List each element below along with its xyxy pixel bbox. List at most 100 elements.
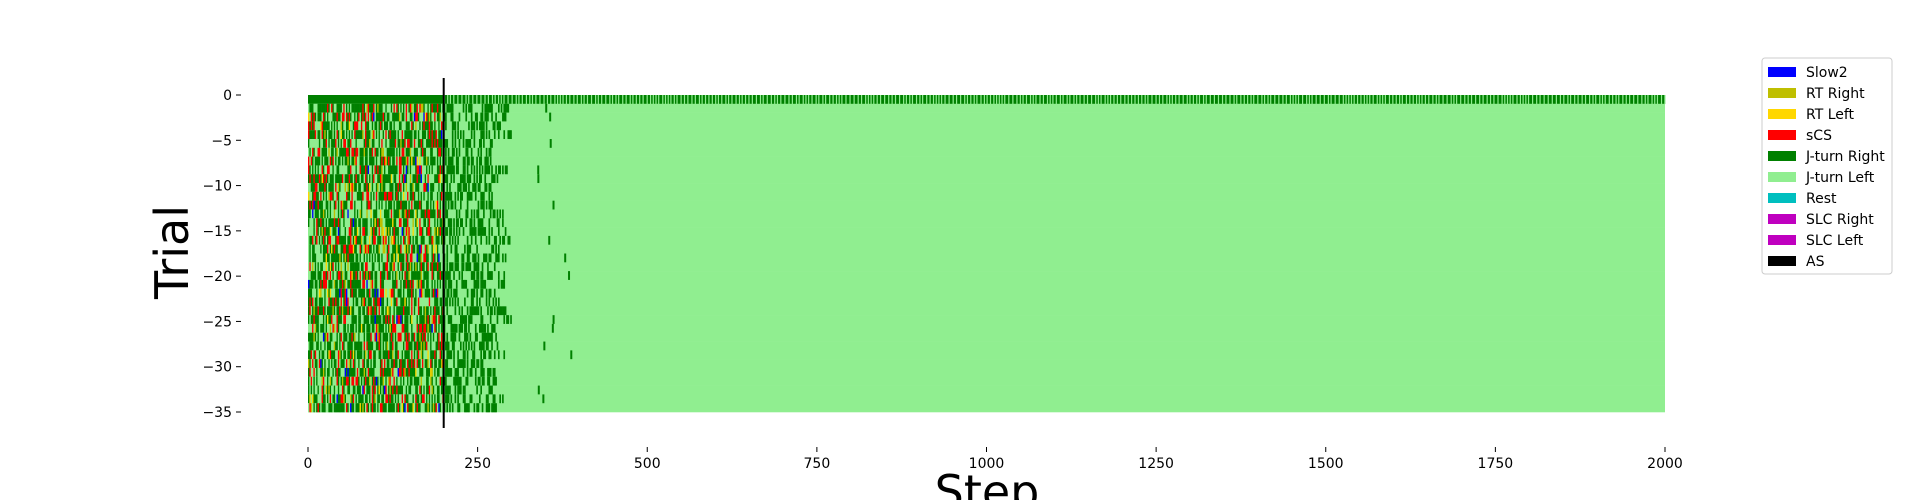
heatmap-cell xyxy=(359,183,362,193)
heatmap-cell xyxy=(404,279,407,290)
heatmap-cell xyxy=(438,174,440,184)
heatmap-cell xyxy=(421,209,424,219)
heatmap-cell xyxy=(362,341,364,351)
heatmap-cell xyxy=(440,359,443,369)
heatmap-cell xyxy=(402,359,405,369)
heatmap-cell xyxy=(412,244,415,254)
heatmap-cell xyxy=(664,95,667,105)
heatmap-cell xyxy=(1527,95,1530,105)
heatmap-cell xyxy=(440,323,443,334)
heatmap-cell xyxy=(335,165,337,175)
heatmap-cell xyxy=(413,147,416,157)
heatmap-cell xyxy=(423,174,426,184)
heatmap-cell xyxy=(385,253,388,263)
heatmap-cell xyxy=(1278,95,1280,105)
heatmap-cell xyxy=(499,121,501,131)
heatmap-cell xyxy=(337,200,340,210)
heatmap-cell xyxy=(374,394,377,404)
heatmap-cell xyxy=(408,183,411,193)
heatmap-cell xyxy=(386,341,389,351)
heatmap-cell xyxy=(1547,95,1549,105)
heatmap-cell xyxy=(400,279,402,290)
heatmap-cell xyxy=(343,306,345,316)
heatmap-cell xyxy=(340,253,343,263)
heatmap-cell xyxy=(411,323,413,334)
heatmap-cell xyxy=(401,376,404,386)
heatmap-cell xyxy=(313,297,316,307)
heatmap-cell xyxy=(310,341,313,351)
heatmap-cell xyxy=(404,341,407,351)
heatmap-cell xyxy=(328,341,331,351)
heatmap-cell xyxy=(497,297,500,307)
heatmap-cell xyxy=(339,288,341,298)
heatmap-cell xyxy=(409,376,412,386)
heatmap-cell xyxy=(411,403,413,413)
heatmap-cell xyxy=(321,139,324,149)
heatmap-cell xyxy=(329,121,332,131)
heatmap-cell xyxy=(325,271,328,281)
heatmap-cell xyxy=(341,156,344,166)
heatmap-cell xyxy=(392,174,394,184)
heatmap-cell xyxy=(1104,95,1106,105)
heatmap-cell xyxy=(639,95,641,105)
heatmap-cell xyxy=(401,218,404,228)
heatmap-cell xyxy=(388,262,390,272)
heatmap-cell xyxy=(324,262,326,272)
heatmap-cell xyxy=(358,297,360,307)
heatmap-cell xyxy=(394,394,397,404)
heatmap-cell xyxy=(312,165,314,175)
heatmap-cell xyxy=(345,130,348,140)
heatmap-cell xyxy=(320,403,322,413)
heatmap-cell xyxy=(409,332,412,342)
heatmap-cell xyxy=(308,323,310,334)
heatmap-cell xyxy=(390,147,393,157)
heatmap-cell xyxy=(309,253,312,263)
heatmap-cell xyxy=(481,279,484,290)
heatmap-cell xyxy=(431,244,434,254)
heatmap-cell xyxy=(370,139,373,149)
heatmap-cell xyxy=(326,341,329,351)
heatmap-cell xyxy=(314,121,317,131)
heatmap-cell xyxy=(366,271,369,281)
heatmap-cell xyxy=(457,367,459,378)
heatmap-cell xyxy=(344,323,347,334)
heatmap-cell xyxy=(487,271,489,281)
heatmap-cell xyxy=(419,306,421,316)
heatmap-cell xyxy=(332,376,335,386)
heatmap-cell xyxy=(314,191,317,201)
heatmap-cell xyxy=(428,367,431,378)
heatmap-row xyxy=(308,235,1665,245)
heatmap-cell xyxy=(375,288,378,298)
heatmap-cell xyxy=(427,244,430,254)
heatmap-cell xyxy=(348,262,351,272)
heatmap-cell xyxy=(1029,95,1032,105)
heatmap-cell xyxy=(343,332,345,342)
heatmap-cell xyxy=(317,174,320,184)
heatmap-row xyxy=(308,112,1665,122)
heatmap-cell xyxy=(336,227,339,237)
heatmap-cell xyxy=(446,244,449,254)
heatmap-cell xyxy=(316,394,318,404)
heatmap-cell xyxy=(466,332,469,342)
heatmap-cell xyxy=(317,191,320,201)
heatmap-cell xyxy=(313,165,316,175)
heatmap-cell xyxy=(478,394,481,404)
heatmap-cell xyxy=(415,367,417,378)
heatmap-cell xyxy=(366,350,369,360)
heatmap-cell xyxy=(333,209,336,219)
heatmap-cell xyxy=(462,350,465,360)
heatmap-cell xyxy=(364,359,367,369)
heatmap-cell xyxy=(337,103,340,113)
heatmap-cell xyxy=(1073,95,1075,105)
heatmap-cell xyxy=(446,191,449,201)
heatmap-cell xyxy=(453,323,455,334)
heatmap-cell xyxy=(358,244,360,254)
heatmap-cell xyxy=(489,288,492,298)
heatmap-cell xyxy=(374,306,377,316)
heatmap-cell xyxy=(503,350,506,360)
heatmap-cell xyxy=(398,244,401,254)
heatmap-cell xyxy=(415,244,417,254)
heatmap-cell xyxy=(348,253,351,263)
heatmap-cell xyxy=(312,156,314,166)
heatmap-cell xyxy=(356,385,359,395)
